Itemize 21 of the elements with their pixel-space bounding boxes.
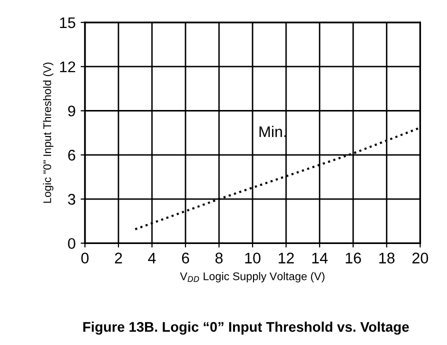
text: Min. <box>260 126 286 137</box>
x-tick-label: 18 <box>379 252 394 264</box>
y-axis-title: Logic "0" Input Threshold (V) <box>42 62 54 203</box>
x-tick-label: 6 <box>182 252 190 264</box>
x-tick-label: 8 <box>215 252 223 264</box>
x-tick-label: 14 <box>312 252 328 264</box>
y-tick-label: 6 <box>68 150 76 161</box>
x-tick-label: 10 <box>245 252 260 264</box>
y-tick-label: 0 <box>68 238 76 249</box>
x-tick-label: 4 <box>148 252 156 264</box>
y-tick-label: 9 <box>68 106 76 116</box>
x-tick-label: 0 <box>81 252 89 264</box>
y-tick-label: 12 <box>60 61 76 72</box>
y-tick-label: 15 <box>60 17 76 28</box>
y-tick-label: 3 <box>68 194 76 205</box>
x-tick-label: 16 <box>346 252 361 264</box>
x-tick-label: 20 <box>412 252 428 264</box>
x-tick-label: 2 <box>114 252 122 264</box>
text: Figure 13B. Logic “0” Input Threshold vs. Voltage <box>83 322 409 335</box>
x-tick-label: 12 <box>278 252 294 264</box>
x-axis-title: V$_{DD}$ Logic Supply Voltage (V) <box>180 272 324 282</box>
